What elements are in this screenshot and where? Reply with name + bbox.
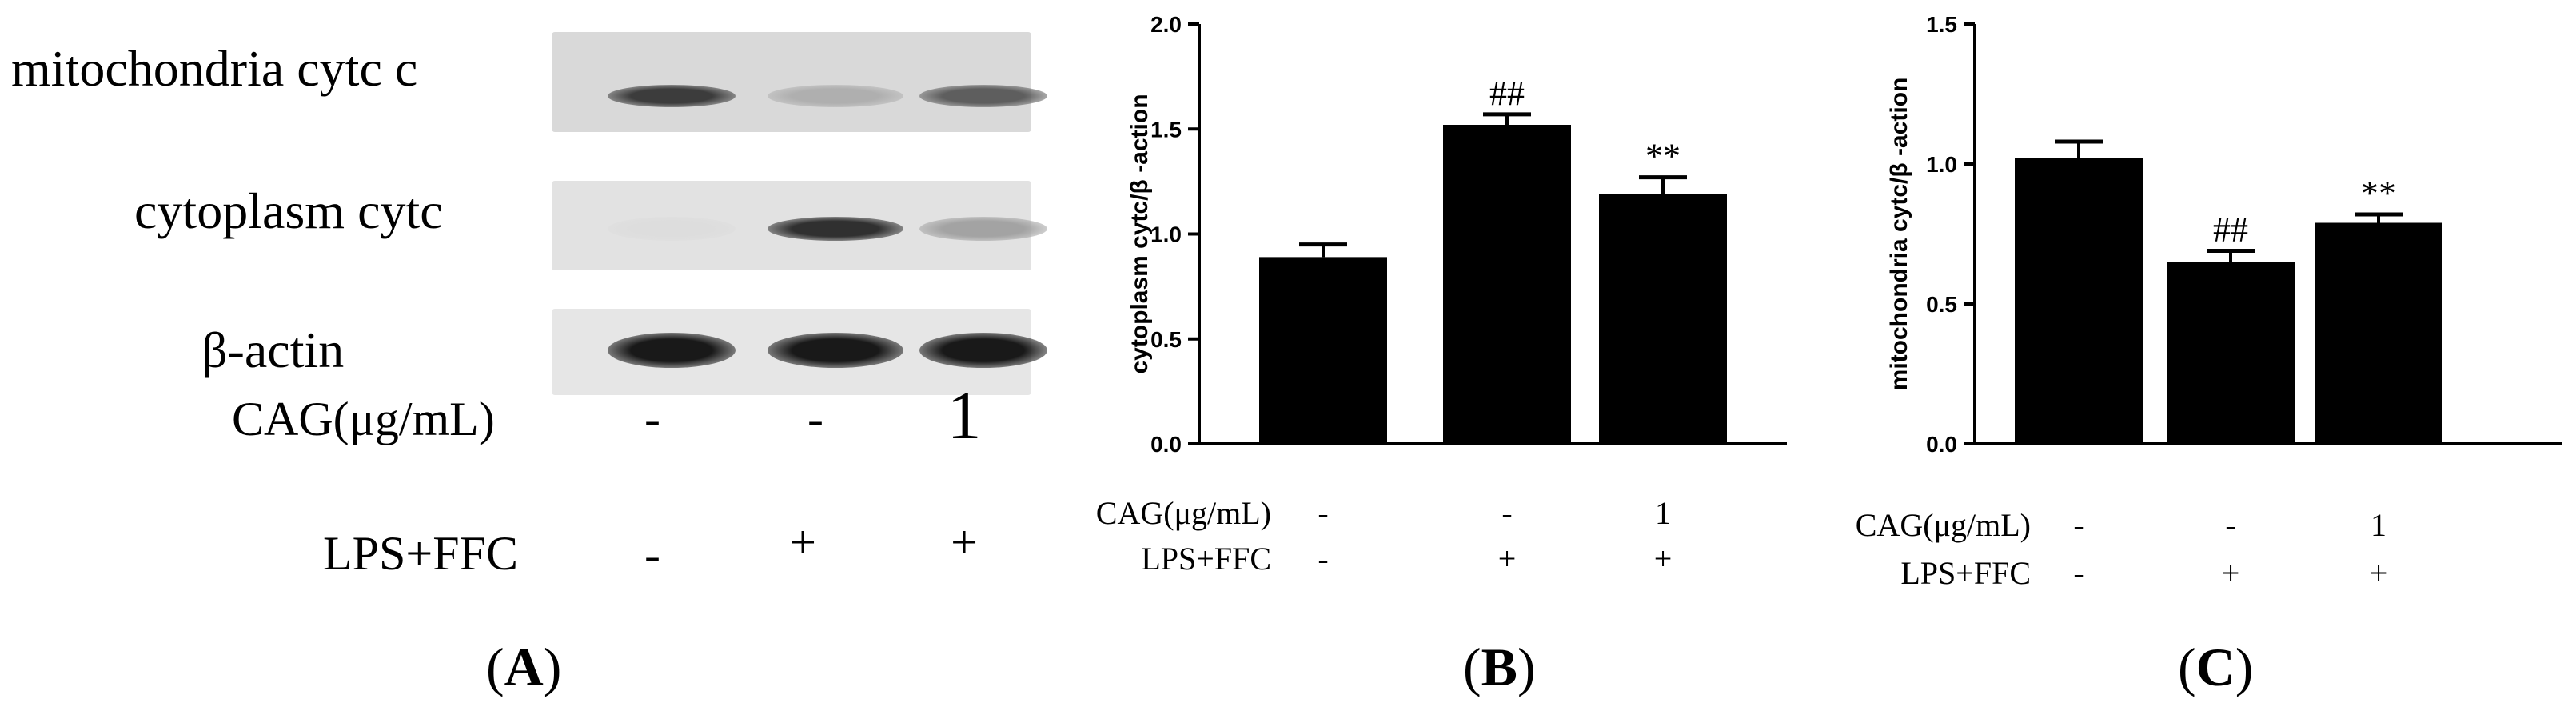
condition-label: CAG(μg/mL) <box>1096 495 1271 531</box>
blot-strip <box>552 181 1047 270</box>
y-tick-label: 2.0 <box>1150 12 1182 37</box>
y-tick-label: 1.0 <box>1150 222 1182 247</box>
condition-value: + <box>2222 555 2240 591</box>
cond-a-cag-1: - <box>644 393 660 445</box>
cond-label-lps: LPS+FFC <box>323 527 518 580</box>
condition-label: CAG(μg/mL) <box>1856 507 2031 543</box>
bar <box>2015 158 2143 444</box>
condition-value: - <box>2073 507 2084 543</box>
blot-strip <box>552 309 1047 395</box>
bar <box>1443 125 1571 444</box>
blot-band <box>919 85 1047 107</box>
panel-letter-b: (B) <box>1463 637 1536 697</box>
significance-marker: ## <box>1489 74 1525 113</box>
bar <box>2315 222 2442 444</box>
cond-a-lps-3: + <box>951 516 978 569</box>
blot-row-label-beta-actin: β-actin <box>201 322 345 378</box>
condition-value: - <box>1501 495 1512 531</box>
cond-a-lps-1: - <box>644 529 660 581</box>
y-tick-label: 0.0 <box>1150 432 1182 457</box>
y-tick-label: 1.5 <box>1926 12 1957 37</box>
condition-value: 1 <box>1655 495 1671 531</box>
condition-value: - <box>2073 555 2084 591</box>
cond-a-lps-2: + <box>789 516 816 569</box>
condition-value: 1 <box>2371 507 2387 543</box>
condition-label: LPS+FFC <box>1141 541 1271 577</box>
significance-marker: ** <box>1645 137 1681 176</box>
cond-label-cag: CAG(μg/mL) <box>232 393 495 445</box>
blot-band <box>919 217 1047 241</box>
condition-value: + <box>1654 541 1673 577</box>
blot-band <box>768 85 903 107</box>
condition-value: - <box>2225 507 2235 543</box>
condition-value: - <box>1318 541 1328 577</box>
blot-band <box>608 217 736 241</box>
blot-band <box>919 333 1047 368</box>
condition-value: + <box>1498 541 1517 577</box>
bar <box>2167 262 2295 444</box>
y-tick-label: 1.5 <box>1150 117 1182 142</box>
blot-band <box>768 217 903 241</box>
chart-b: 0.0 0.5 1.0 1.5 2.0 cytoplasm cytc/β -action #… <box>1096 12 1787 577</box>
panel-letter-c: (C) <box>2178 637 2254 697</box>
blot-band <box>608 85 736 107</box>
blot-strip <box>552 32 1047 132</box>
y-axis-label: cytoplasm cytc/β -action <box>1127 94 1153 373</box>
blot-band <box>608 333 736 368</box>
significance-marker: ** <box>2361 174 2396 213</box>
cond-a-cag-2: - <box>807 393 823 445</box>
condition-value: - <box>1318 495 1328 531</box>
y-tick-label: 0.5 <box>1150 327 1182 352</box>
significance-marker: ## <box>2213 210 2248 250</box>
blot-band <box>768 333 903 368</box>
y-axis-label: mitochondria cytc/β -action <box>1886 78 1912 391</box>
blot-row-label-cytoplasm: cytoplasm cytc <box>134 182 443 239</box>
condition-label: LPS+FFC <box>1900 555 2031 591</box>
cond-a-cag-3: 1 <box>947 377 982 453</box>
bar <box>1259 257 1387 444</box>
y-tick-label: 0.5 <box>1926 292 1957 317</box>
y-tick-label: 0.0 <box>1926 432 1957 457</box>
panel-letter-a: (A) <box>486 637 562 697</box>
y-tick-label: 1.0 <box>1926 152 1957 177</box>
chart-c: 0.0 0.5 1.0 1.5 mitochondria cytc/β -action #… <box>1856 12 2562 591</box>
bar <box>1599 194 1727 444</box>
condition-value: + <box>2370 555 2388 591</box>
blot-row-label-mitochondria: mitochondria cytc c <box>11 40 418 97</box>
